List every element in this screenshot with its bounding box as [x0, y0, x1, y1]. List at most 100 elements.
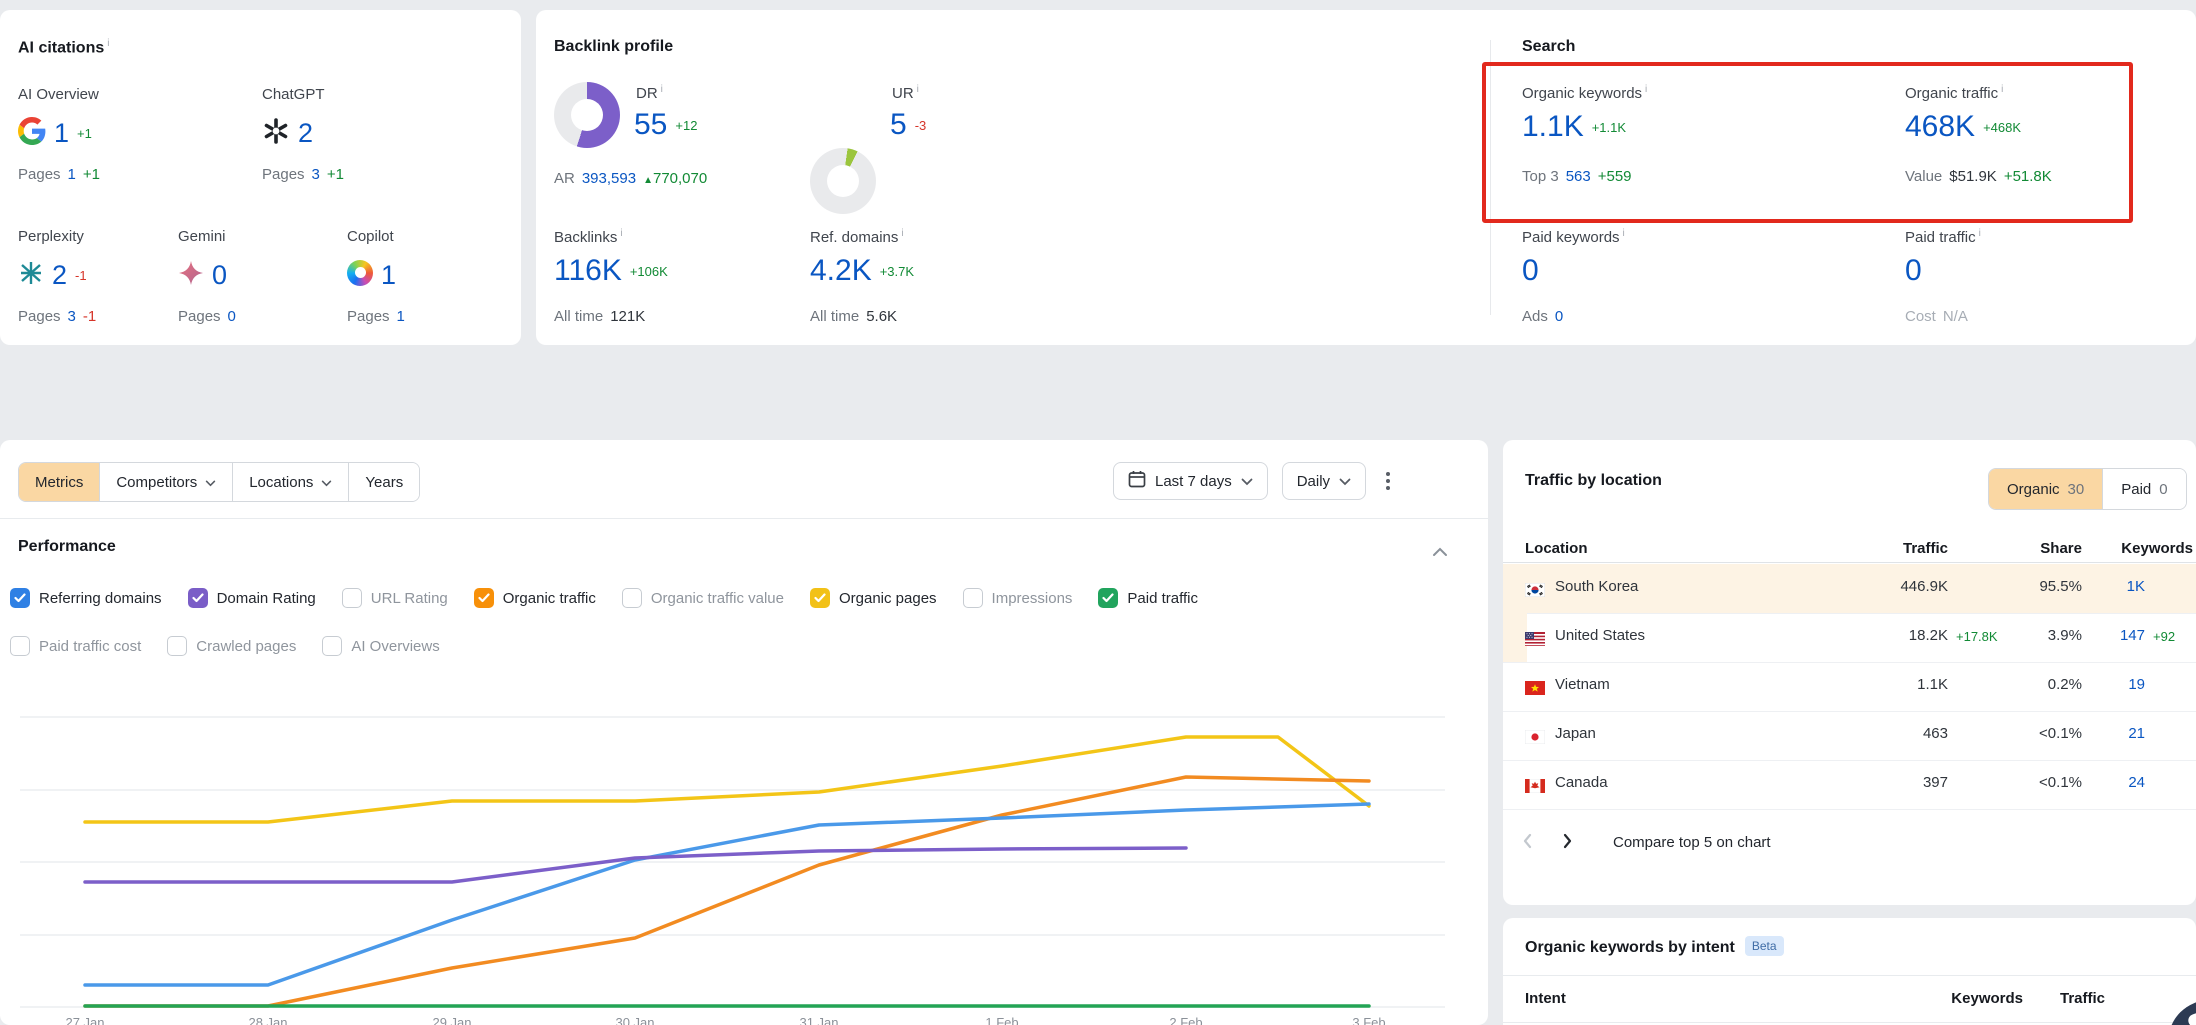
x-axis-label: 29 Jan	[432, 1015, 471, 1025]
keywords-by-intent-panel: Organic keywords by intent Beta Intent Ke…	[1503, 918, 2196, 1025]
backlinks-label: Backlinks i	[554, 228, 623, 246]
metric-checkbox-paid-traffic-cost[interactable]: Paid traffic cost	[10, 636, 141, 656]
toggle-paid[interactable]: Paid 0	[2102, 469, 2186, 509]
location-row-ca[interactable]: Canada 397 <0.1% 24	[1503, 760, 2196, 810]
location-row-vn[interactable]: Vietnam 1.1K 0.2% 19	[1503, 662, 2196, 712]
ai-citation-count[interactable]: 0	[212, 259, 228, 290]
search-title: Search	[1522, 38, 1576, 55]
ai-citations-card: AI citations i AI Overview 1 +1 Pages 1 +1 Chat…	[0, 10, 521, 345]
ai-citation-gemini: Gemini 0 Pages 0	[178, 228, 348, 325]
ref-domains-value[interactable]: 4.2K	[810, 254, 872, 287]
keywords-link[interactable]: 19	[2128, 676, 2145, 693]
traffic-value: 1.1K	[1917, 676, 1948, 693]
copilot-icon	[347, 259, 373, 291]
granularity-button[interactable]: Daily	[1281, 462, 1367, 500]
info-icon: i	[1645, 84, 1648, 95]
metric-checkbox-domain-rating[interactable]: Domain Rating	[187, 588, 316, 608]
ar-value[interactable]: 393,593	[581, 170, 637, 187]
metric-checkbox-organic-traffic[interactable]: Organic traffic	[473, 588, 596, 608]
organic-keywords-value[interactable]: 1.1K	[1522, 110, 1584, 143]
paid-traffic-value[interactable]: 0	[1905, 254, 1922, 287]
openai-icon	[262, 117, 290, 150]
paid-keywords-label: Paid keywords i	[1522, 228, 1625, 246]
series-referring-domains	[83, 802, 1371, 987]
organic-traffic-sub: Value $51.9K +51.8K	[1905, 168, 2052, 185]
ai-citations-grid: AI Overview 1 +1 Pages 1 +1 ChatGPT 2 Pages 3 +1 Pe…	[0, 10, 521, 345]
traffic-by-location-panel: Traffic by location Organic 30 Paid 0 Loca…	[1503, 440, 2196, 905]
backlinks-value[interactable]: 116K	[554, 254, 622, 287]
series-organic-pages	[83, 735, 1371, 824]
filter-competitors-button[interactable]: Competitors	[99, 463, 233, 501]
metric-checkbox-organic-traffic-value[interactable]: Organic traffic value	[621, 588, 784, 608]
chevron-down-icon	[205, 474, 216, 491]
ref-domains-alltime: All time 5.6K	[810, 308, 898, 325]
metric-checkbox-organic-pages[interactable]: Organic pages	[809, 588, 937, 608]
location-row-us[interactable]: United States 18.2K +17.8K 3.9% 147 +92	[1503, 613, 2196, 663]
metric-checkbox-impressions[interactable]: Impressions	[962, 588, 1072, 608]
ai-pages-count[interactable]: 1	[67, 166, 76, 183]
col-intent: Intent	[1525, 990, 1566, 1007]
organic-paid-toggle: Organic 30 Paid 0	[1988, 468, 2187, 510]
ai-pages-line: Pages 1	[347, 308, 405, 325]
metric-checkbox-url-rating[interactable]: URL Rating	[341, 588, 448, 608]
traffic-change: +17.8K	[1956, 629, 1998, 644]
compare-top5-link[interactable]: Compare top 5 on chart	[1613, 834, 1771, 851]
ai-pages-count[interactable]: 3	[67, 308, 76, 325]
ai-citation-count[interactable]: 2	[52, 259, 68, 290]
metric-checkbox-paid-traffic[interactable]: Paid traffic	[1098, 588, 1198, 608]
filter-locations-button[interactable]: Locations	[232, 463, 349, 501]
next-page-icon[interactable]	[1559, 832, 1575, 855]
ai-citation-count[interactable]: 1	[54, 117, 70, 148]
ai-pages-line: Pages 3 +1	[262, 166, 344, 183]
metric-checkbox-crawled-pages[interactable]: Crawled pages	[167, 636, 296, 656]
checkbox-checked-icon	[1098, 588, 1119, 608]
ur-value: 5	[890, 108, 907, 141]
metric-checkbox-ai-overviews[interactable]: AI Overviews	[322, 636, 440, 656]
checkbox-checked-icon	[473, 588, 494, 608]
info-icon: i	[1622, 228, 1625, 239]
up-arrow-icon: ▲	[643, 175, 653, 186]
keywords-link[interactable]: 24	[2128, 774, 2145, 791]
x-axis-label: 30 Jan	[615, 1015, 654, 1025]
prev-page-icon[interactable]	[1520, 832, 1536, 855]
ai-citation-change: -1	[75, 267, 87, 283]
location-row-jp[interactable]: Japan 463 <0.1% 21	[1503, 711, 2196, 761]
keywords-link[interactable]: 147	[2119, 627, 2145, 644]
jp-flag-icon	[1525, 728, 1545, 745]
metric-checkbox-referring-domains[interactable]: Referring domains	[10, 588, 162, 608]
ur-label: UR i	[892, 84, 919, 102]
ai-pages-count[interactable]: 0	[227, 308, 236, 325]
keywords-change: +92	[2153, 629, 2176, 644]
toggle-organic[interactable]: Organic 30	[1989, 469, 2103, 509]
backlinks-alltime: All time 121K	[554, 308, 646, 325]
ai-citation-count[interactable]: 1	[381, 259, 397, 290]
more-options-icon[interactable]	[1380, 466, 1396, 496]
paid-keywords-value[interactable]: 0	[1522, 254, 1539, 287]
ai-pages-count[interactable]: 1	[396, 308, 405, 325]
dr-donut	[554, 82, 620, 148]
filter-metrics-button[interactable]: Metrics	[19, 463, 100, 501]
traffic-value: 446.9K	[1900, 578, 1948, 595]
ai-pages-count[interactable]: 3	[311, 166, 320, 183]
ai-citation-ai-overview: AI Overview 1 +1 Pages 1 +1	[18, 86, 188, 183]
organic-traffic-value[interactable]: 468K	[1905, 110, 1976, 143]
keywords-link[interactable]: 1K	[2126, 578, 2145, 595]
calendar-icon	[1128, 470, 1146, 492]
collapse-chevron-up-icon[interactable]	[1432, 544, 1448, 562]
ai-citation-count[interactable]: 2	[298, 117, 314, 148]
date-range-label: Last 7 days	[1155, 472, 1232, 490]
paid-traffic-label: Paid traffic i	[1905, 228, 1981, 246]
organic-traffic-label: Organic traffic i	[1905, 84, 2004, 102]
top3-value[interactable]: 563	[1565, 168, 1591, 185]
filter-years-button[interactable]: Years	[348, 463, 420, 501]
date-range-button[interactable]: Last 7 days	[1113, 462, 1268, 500]
location-row-kr[interactable]: South Korea 446.9K 95.5% 1K	[1503, 564, 2196, 614]
checkbox-unchecked-icon	[322, 636, 343, 656]
traffic-by-location-title: Traffic by location	[1525, 472, 1662, 489]
keywords-link[interactable]: 21	[2128, 725, 2145, 742]
organic-keywords-sub: Top 3 563 +559	[1522, 168, 1632, 185]
x-axis-label: 27 Jan	[65, 1015, 104, 1025]
share-value: 3.9%	[2047, 627, 2082, 644]
ai-citations-title: AI citations i	[18, 38, 110, 57]
